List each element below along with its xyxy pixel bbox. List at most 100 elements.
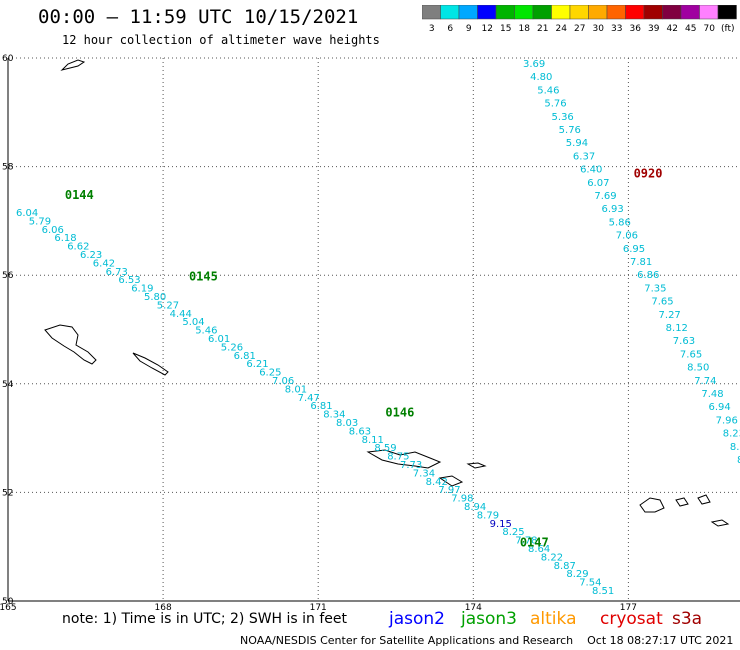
swh-value: 6.93 (601, 204, 623, 215)
colorbar-label: 18 (519, 24, 531, 34)
swh-value: 4.80 (530, 72, 552, 83)
pass-time-label: 0144 (65, 188, 94, 202)
swh-value: 7.65 (680, 349, 702, 360)
swh-value: 7.96 (716, 415, 738, 426)
swh-value: 6.73 (106, 267, 128, 278)
swh-value: 8.03 (336, 418, 358, 429)
swh-value: 8.11 (362, 435, 384, 446)
swh-value: 8.01 (285, 384, 307, 395)
colorbar-label: 42 (667, 24, 678, 34)
legend-jason3: jason3 (461, 609, 517, 629)
island-outline (132, 352, 169, 376)
swh-value: 6.06 (42, 225, 64, 236)
colorbar-label: 12 (482, 24, 493, 34)
swh-value: 5.26 (221, 342, 243, 353)
swh-value: 5.94 (566, 138, 588, 149)
colorbar-label: 3 (429, 24, 435, 34)
lat-tick-label: 56 (2, 271, 14, 281)
island-outline (44, 324, 97, 365)
swh-value: 8.94 (464, 502, 486, 513)
colorbar-label: 21 (537, 24, 548, 34)
swh-value: 5.76 (559, 125, 581, 136)
swh-value: 8.63 (349, 426, 371, 437)
swh-value: 7.06 (272, 376, 294, 387)
island-outline (60, 59, 86, 71)
lat-tick-label: 50 (2, 597, 14, 607)
swh-value: 5.86 (609, 217, 631, 228)
island-outline (675, 497, 689, 507)
lat-tick-label: 52 (2, 488, 13, 498)
swh-value: 6.94 (708, 402, 730, 413)
swh-value: 8.22 (541, 552, 563, 563)
swh-value: 6.86 (637, 270, 659, 281)
swh-value: 8.87 (554, 561, 576, 572)
swh-value: 7.48 (701, 389, 723, 400)
swh-value: 6.18 (54, 233, 76, 244)
colorbar-label: (ft) (721, 24, 735, 34)
swh-value: 6.07 (587, 178, 609, 189)
swh-value: 7.47 (298, 393, 320, 404)
island-outline (639, 497, 665, 513)
island-outline (710, 519, 730, 527)
legend-jason2: jason2 (389, 609, 445, 629)
swh-value: 6.19 (131, 284, 153, 295)
swh-value: 7.78 (515, 536, 537, 547)
swh-value: 7.97 (438, 485, 460, 496)
swh-value: 8. (737, 455, 740, 466)
legend-s3a: s3a (672, 609, 703, 629)
credit-line: NOAA/NESDIS Center for Satellite Applica… (240, 634, 734, 647)
swh-value: 6.81 (310, 401, 332, 412)
colorbar-label: 45 (685, 24, 696, 34)
swh-value: 8.25 (502, 527, 524, 538)
swh-value: 8.42 (426, 477, 448, 488)
colorbar-label: 27 (574, 24, 585, 34)
island-outline (366, 449, 442, 469)
footer-note: note: 1) Time is in UTC; 2) SWH is in fe… (62, 611, 348, 627)
colorbar-label: 15 (500, 24, 511, 34)
swh-value: 7.27 (659, 310, 681, 321)
colorbar-label: 70 (704, 24, 716, 34)
swh-value: 6.53 (118, 275, 140, 286)
swh-value: 9.15 (490, 519, 512, 530)
swh-value: 8.29 (566, 569, 588, 580)
swh-value: 7.63 (673, 336, 695, 347)
swh-value: 8.34 (323, 410, 345, 421)
lon-tick-label: 168 (155, 603, 172, 610)
legend-altika: altika (530, 609, 577, 629)
swh-value: 4.44 (170, 309, 192, 320)
swh-value: 8.64 (528, 544, 550, 555)
swh-value: 5.27 (157, 300, 179, 311)
swh-value: 7.34 (413, 468, 435, 479)
colorbar-label: 6 (447, 24, 453, 34)
swh-value: 7.54 (579, 578, 601, 589)
colorbar-label: 24 (556, 24, 568, 34)
swh-value: 7.81 (630, 257, 652, 268)
pass-time-label: 0920 (634, 166, 663, 180)
swh-value: 7.74 (694, 376, 716, 387)
colorbar-label: 36 (630, 24, 642, 34)
swh-value: 6.25 (259, 368, 281, 379)
swh-value: 5.79 (29, 216, 51, 227)
pass-time-label: 0145 (189, 270, 218, 284)
lat-tick-label: 54 (2, 380, 14, 390)
colorbar-label: 39 (648, 24, 660, 34)
swh-value: 8.12 (666, 323, 688, 334)
swh-value: 8.79 (477, 510, 499, 521)
swh-value: 6.62 (67, 242, 89, 253)
colorbar-label: 30 (593, 24, 605, 34)
swh-value: 5.76 (544, 99, 566, 110)
swh-value: 8.50 (687, 363, 709, 374)
colorbar-label: 33 (611, 24, 622, 34)
swh-value: 5.46 (195, 326, 217, 337)
swh-value: 7.69 (594, 191, 616, 202)
legend-cryosat: cryosat (600, 609, 663, 629)
swh-value: 7.65 (651, 297, 673, 308)
swh-value: 8.59 (374, 443, 396, 454)
lon-tick-label: 171 (310, 603, 327, 610)
lon-tick-label: 177 (620, 603, 637, 610)
pass-time-label: 0147 (520, 536, 549, 550)
swh-colorbar: 3 6 9 12 15 18 21 24 27 30 33 36 39 42 45 70 (ft) (422, 5, 737, 34)
swh-value: 6.95 (623, 244, 645, 255)
swh-value: 8.0 (730, 442, 740, 453)
swh-value: 7.06 (616, 231, 638, 242)
